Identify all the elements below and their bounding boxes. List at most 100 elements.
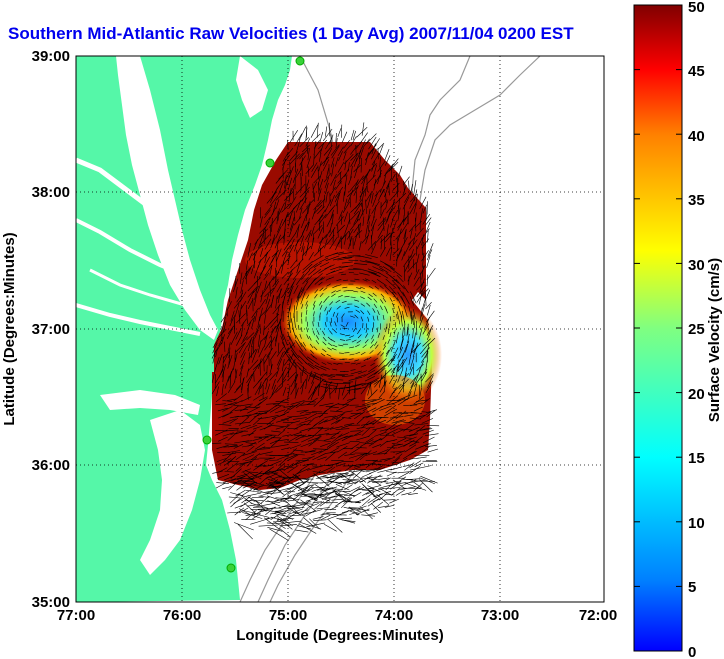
velocity-vector	[415, 369, 421, 384]
velocity-vector	[348, 466, 361, 472]
velocity-vector	[240, 424, 251, 429]
velocity-vector	[373, 298, 378, 303]
velocity-vector	[384, 494, 395, 496]
velocity-vector	[382, 266, 392, 272]
velocity-vector	[355, 144, 357, 156]
velocity-vector	[215, 482, 226, 489]
velocity-vector	[343, 151, 347, 161]
velocity-vector	[235, 287, 238, 299]
velocity-vector	[420, 208, 423, 222]
velocity-vector	[403, 215, 405, 225]
velocity-vector	[299, 419, 311, 424]
velocity-vector	[401, 236, 408, 249]
colorbar-tick-label: 5	[688, 579, 696, 596]
velocity-vector	[396, 297, 402, 307]
velocity-vector	[271, 425, 284, 427]
velocity-vector	[358, 224, 360, 239]
velocity-vector	[291, 482, 306, 493]
velocity-vector	[259, 491, 273, 497]
velocity-vector	[384, 422, 398, 432]
velocity-vector	[410, 342, 421, 355]
velocity-vector	[354, 305, 360, 308]
velocity-vector	[384, 456, 396, 462]
velocity-vector	[361, 483, 378, 499]
velocity-vector	[300, 342, 307, 351]
velocity-vector	[370, 339, 375, 344]
velocity-vector	[397, 247, 403, 257]
velocity-vector	[392, 302, 395, 308]
velocity-vector	[233, 278, 239, 292]
velocity-vector	[266, 276, 275, 288]
velocity-vector	[421, 234, 424, 246]
velocity-vector	[295, 434, 307, 441]
velocity-vector	[319, 402, 334, 407]
velocity-vector	[336, 517, 356, 524]
velocity-vector	[390, 267, 402, 277]
velocity-vector	[259, 307, 263, 321]
velocity-vector	[263, 325, 265, 336]
velocity-vector	[413, 180, 417, 195]
velocity-vector	[350, 203, 361, 213]
velocity-vector	[228, 347, 231, 359]
velocity-vector	[271, 430, 281, 433]
velocity-vector	[263, 446, 276, 449]
velocity-vector	[409, 356, 415, 371]
velocity-vector	[335, 216, 344, 226]
velocity-vector	[301, 303, 304, 309]
velocity-vector	[268, 336, 275, 348]
velocity-vector	[398, 198, 400, 210]
velocity-vector	[284, 174, 287, 189]
velocity-vector	[397, 394, 411, 401]
velocity-vector	[274, 510, 294, 520]
velocity-vector	[282, 387, 287, 396]
velocity-vector	[296, 246, 302, 255]
velocity-vector	[317, 440, 332, 442]
velocity-vector	[416, 253, 420, 263]
velocity-vector	[275, 173, 285, 184]
velocity-vector	[425, 217, 432, 226]
velocity-vector	[342, 389, 351, 400]
velocity-vector	[299, 409, 309, 414]
velocity-vector	[361, 192, 364, 207]
velocity-vector	[267, 479, 283, 485]
velocity-vector	[386, 414, 399, 423]
velocity-vector	[394, 453, 403, 461]
velocity-vector	[367, 498, 380, 507]
velocity-vector	[373, 357, 378, 362]
velocity-vector	[275, 444, 289, 447]
velocity-vector	[312, 384, 320, 396]
velocity-vector	[329, 321, 332, 327]
velocity-vector	[350, 507, 370, 511]
velocity-vector	[385, 480, 399, 484]
velocity-vector	[348, 506, 359, 516]
velocity-vector	[245, 513, 261, 516]
velocity-vector	[297, 484, 313, 491]
velocity-vector	[224, 443, 238, 445]
velocity-vector	[276, 418, 289, 423]
velocity-vector	[425, 221, 431, 233]
rappahannock-river	[76, 218, 186, 277]
velocity-vector	[307, 466, 321, 471]
velocity-vector	[248, 352, 250, 365]
velocity-vector	[356, 287, 362, 290]
velocity-vector	[234, 275, 237, 288]
velocity-vector	[265, 473, 277, 480]
velocity-vector	[290, 259, 298, 269]
velocity-vector	[335, 484, 350, 491]
velocity-vector	[390, 340, 396, 352]
velocity-vector	[254, 465, 267, 468]
velocity-vector	[413, 259, 415, 269]
velocity-vector	[320, 442, 331, 447]
velocity-vector	[379, 458, 391, 461]
velocity-vector	[299, 155, 306, 166]
velocity-vector	[367, 310, 371, 316]
velocity-vector	[341, 435, 352, 441]
velocity-vector	[356, 405, 371, 411]
velocity-vector	[306, 156, 311, 168]
velocity-vector	[418, 316, 424, 329]
velocity-vector	[317, 427, 330, 429]
velocity-vector	[410, 249, 414, 258]
velocity-vector	[356, 175, 364, 186]
velocity-vector	[378, 358, 387, 368]
velocity-vector	[300, 494, 323, 497]
